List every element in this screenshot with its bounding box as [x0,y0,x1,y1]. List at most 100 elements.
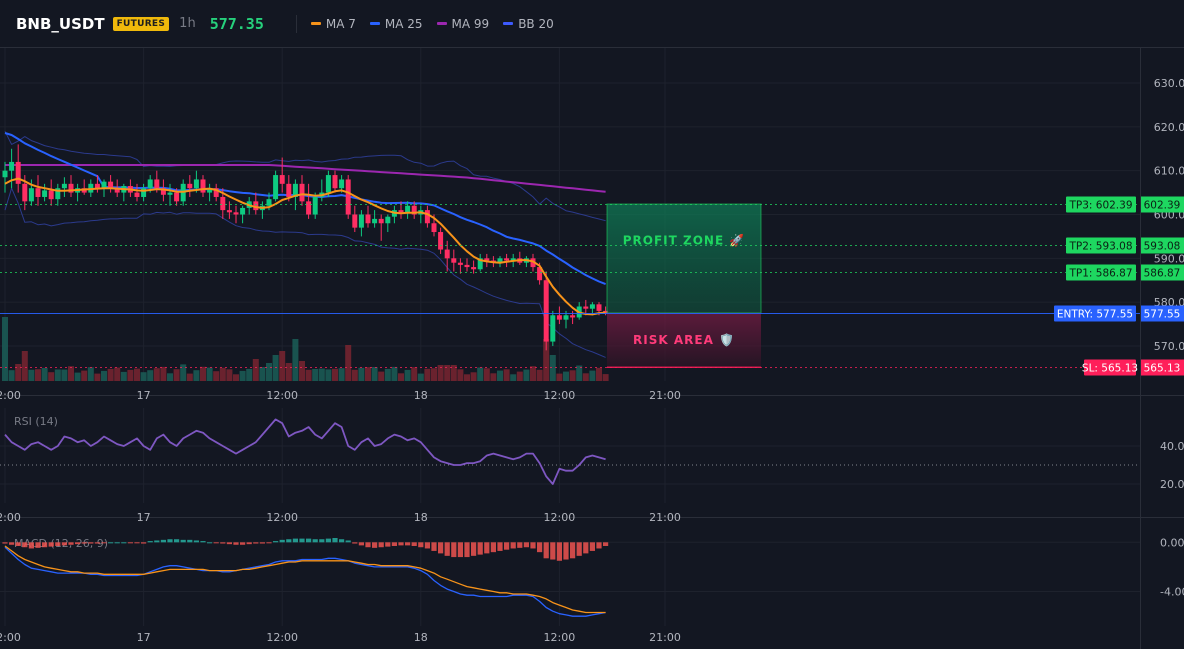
macd-histogram-bar [563,542,569,560]
volume-bar [384,368,391,381]
candle-body [603,310,609,314]
rsi-title: RSI (14) [14,415,58,428]
time-label-rsi: 17 [137,511,151,524]
volume-bar [239,370,246,381]
timeframe-label[interactable]: 1h [179,16,196,31]
volume-bar [87,367,94,381]
volume-bar [213,371,220,381]
macd-histogram-bar [411,542,417,546]
legend-bb20[interactable]: BB 20 [503,17,554,31]
candle-body [596,304,602,311]
volume-bar [411,367,418,381]
volume-bar [391,366,398,381]
volume-bar [378,371,385,381]
volume-bar [582,373,589,381]
time-label-main: 12:00 [0,389,21,402]
macd-histogram-bar [537,542,543,553]
indicator-legend: MA 7 MA 25 MA 99 BB 20 [310,17,554,31]
legend-ma7[interactable]: MA 7 [310,17,356,31]
candle-body [312,196,318,215]
volume-bar [365,367,371,381]
candle-body [530,258,536,268]
macd-histogram-bar [207,542,213,544]
volume-bar [35,369,41,381]
volume-bar [530,366,536,381]
chart-header: BNB_USDT FUTURES 1h 577.35 MA 7 MA 25 MA… [0,0,1184,48]
volume-bar [120,371,127,381]
time-label-macd: 12:00 [0,631,21,644]
bb-lower-line [4,187,606,358]
volume-bar [371,367,378,381]
candle-body [174,192,180,202]
candle-body [213,188,219,197]
candle-body [424,210,430,224]
volume-bar [325,369,332,381]
candle-body [378,218,384,224]
price-tick-label: 610.00 [1154,165,1184,178]
volume-bar [490,373,497,381]
macd-histogram-bar [88,542,94,544]
level-tag-text-tp3: TP3: 602.39 [1068,200,1132,212]
volume-bar [503,369,510,381]
candle-body [385,216,391,224]
volume-bar [292,339,299,381]
volume-bar [74,372,81,381]
volume-bar [351,369,358,381]
macd-histogram-bar [457,542,463,558]
candle-body [187,183,193,189]
legend-ma99[interactable]: MA 99 [436,17,489,31]
macd-histogram-bar [484,542,490,554]
volume-bar [563,371,569,381]
axis-tag-text-tp2: 593.08 [1144,241,1181,253]
macd-histogram-bar [504,542,510,550]
legend-ma7-swatch [310,22,321,25]
volume-bar [206,367,213,381]
volume-bar [596,367,602,381]
axis-tag-sl [1141,359,1184,376]
macd-histogram-bar [299,538,305,543]
macd-histogram-bar [266,542,272,544]
volume-bar [61,369,68,381]
macd-histogram-bar [134,542,140,544]
macd-histogram-bar [180,539,186,543]
candle-body [35,188,41,197]
legend-bb20-swatch [503,22,514,25]
volume-bar [569,370,576,381]
candle-body [273,175,279,200]
macd-histogram-bar [127,542,133,544]
symbol-name[interactable]: BNB_USDT [16,14,105,33]
candle-body [42,190,48,197]
macd-histogram-bar [81,542,87,544]
volume-bar [127,369,134,381]
macd-histogram-bar [48,542,54,547]
candle-body [543,280,549,342]
volume-bar [516,371,523,381]
macd-histogram-bar [596,542,602,549]
volume-bar [299,361,305,381]
macd-histogram-bar [42,542,48,548]
level-tag-text-entry: ENTRY: 577.55 [1057,309,1133,321]
volume-bar [54,369,61,381]
volume-bar [48,372,55,381]
volume-bar [312,369,319,381]
candle-body [134,192,140,197]
ma7-line [4,177,606,316]
macd-histogram-bar [497,542,503,551]
header-divider [295,14,297,33]
axis-tag-tp2 [1141,237,1184,254]
volume-bar [345,345,352,381]
candle-body [279,175,285,184]
volume-bar [8,370,15,381]
legend-ma25[interactable]: MA 25 [369,17,423,31]
time-label-macd: 18 [414,631,428,644]
volume-bar [450,365,457,381]
futures-badge: FUTURES [112,16,170,31]
profit-zone [606,203,762,314]
macd-histogram-bar [332,538,338,543]
price-tick-label: 590.00 [1154,252,1184,265]
time-label-macd: 17 [137,631,151,644]
volume-bar [318,368,325,381]
level-tag-tp1 [1066,264,1136,281]
candle-body [583,306,589,309]
